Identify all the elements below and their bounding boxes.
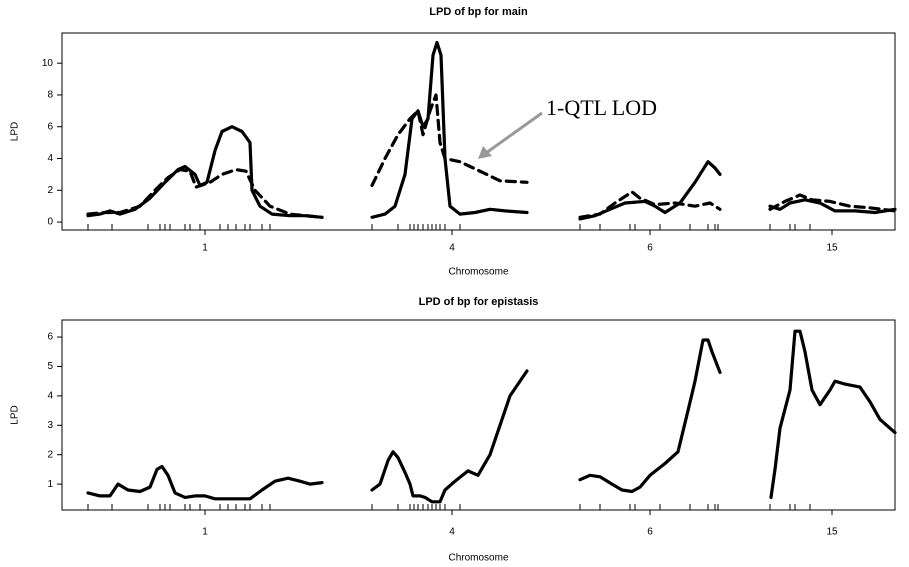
data-line	[86, 93, 897, 219]
y-tick-label: 6	[47, 332, 53, 343]
y-tick-label: 8	[47, 90, 53, 101]
x-axis-label: Chromosome	[448, 267, 508, 278]
y-tick-label: 2	[47, 185, 53, 196]
x-axis-label: Chromosome	[448, 553, 508, 564]
y-tick-label: 6	[47, 121, 53, 132]
y-tick-label: 4	[47, 391, 53, 402]
chart-title: LPD of bp for epistasis	[419, 296, 539, 308]
annotation: 1-QTL LOD	[546, 95, 657, 120]
y-axis-label: LPD	[10, 405, 21, 424]
x-tick-label: 6	[647, 527, 653, 538]
data-line	[86, 329, 897, 504]
x-tick-label: 4	[449, 243, 455, 254]
y-tick-label: 10	[42, 58, 54, 69]
data-line	[86, 40, 897, 221]
y-tick-label: 5	[47, 361, 53, 372]
x-tick-label: 6	[647, 243, 653, 254]
x-tick-label: 1	[202, 243, 208, 254]
y-axis-label: LPD	[10, 122, 21, 141]
x-tick-label: 15	[826, 243, 838, 254]
chart-title: LPD of bp for main	[429, 6, 528, 18]
y-tick-label: 3	[47, 420, 53, 431]
y-tick-label: 1	[47, 479, 53, 490]
y-tick-label: 0	[47, 217, 53, 228]
plot-frame	[61, 319, 896, 511]
plot-frame	[61, 32, 896, 231]
annotation-arrow	[485, 111, 543, 155]
y-tick-label: 2	[47, 449, 53, 460]
y-tick-label: 4	[47, 153, 53, 164]
x-tick-label: 15	[826, 527, 838, 538]
x-tick-label: 1	[202, 527, 208, 538]
annotation-arrowhead	[478, 146, 492, 159]
x-tick-label: 4	[449, 527, 455, 538]
